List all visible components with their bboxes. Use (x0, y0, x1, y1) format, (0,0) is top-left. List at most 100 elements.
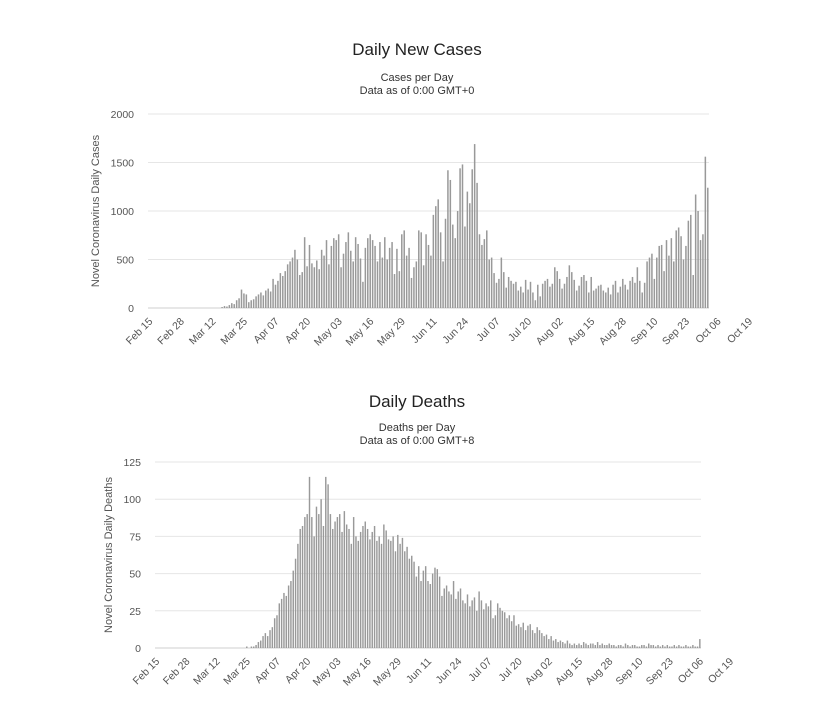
bar (408, 247, 410, 308)
bar (294, 558, 297, 648)
y-tick-label: 1000 (111, 206, 135, 218)
bar (381, 257, 384, 308)
y-axis-label: Novel Coronavirus Daily Cases (90, 134, 102, 287)
bar (352, 261, 354, 308)
bar (387, 539, 390, 648)
bar (320, 499, 322, 648)
bar (337, 234, 340, 308)
bar (498, 278, 500, 308)
bar (557, 642, 559, 648)
bar (550, 636, 552, 648)
bar (617, 292, 619, 308)
bar (359, 258, 362, 308)
bar (534, 300, 537, 308)
bar (352, 517, 355, 648)
bar (469, 606, 471, 648)
bar (471, 169, 473, 308)
bar (573, 643, 576, 648)
bar (658, 245, 660, 308)
bar (290, 581, 292, 648)
bar (645, 646, 648, 648)
bar (536, 627, 538, 648)
bar (588, 292, 590, 308)
bar (578, 285, 580, 308)
bar (335, 240, 337, 308)
y-tick-label: 0 (135, 643, 141, 655)
bar (341, 531, 343, 648)
bar (286, 264, 289, 308)
bar (393, 274, 396, 308)
bar (403, 230, 405, 308)
bar (379, 242, 381, 308)
bar (391, 242, 393, 308)
bar (422, 570, 425, 648)
bar (385, 530, 387, 648)
bar (527, 289, 529, 308)
daily-new-cases-chart: Daily New Cases Cases per Day Data as of… (0, 0, 834, 350)
bar (483, 239, 486, 308)
y-tick-label: 50 (129, 569, 141, 581)
bar (545, 634, 548, 648)
bar (371, 240, 374, 308)
bar (434, 567, 436, 648)
x-tick-label: Oct 06 (676, 656, 706, 686)
bar (601, 643, 603, 648)
bar (656, 257, 658, 308)
bar (673, 645, 676, 648)
bar (250, 300, 252, 308)
bar (585, 280, 588, 308)
bar (476, 610, 478, 648)
x-tick-label: May 03 (311, 656, 344, 689)
bar (650, 645, 652, 648)
bar (496, 603, 499, 648)
bar (398, 271, 401, 308)
bar (294, 249, 296, 308)
x-tick-label: Oct 06 (693, 316, 723, 346)
bar (318, 269, 320, 308)
bar (682, 646, 685, 648)
x-tick-label: May 29 (375, 316, 408, 349)
x-tick-label: Jul 07 (474, 316, 502, 344)
bar (685, 645, 687, 648)
bar (478, 591, 480, 648)
bar (596, 642, 599, 648)
y-tick-label: 125 (123, 457, 141, 469)
bar (486, 230, 488, 308)
bar (627, 645, 629, 648)
bar (384, 237, 386, 308)
cases-plot: 0 500 1000 1500 2000 Novel Coronavirus Daily … (90, 109, 755, 349)
bar (690, 214, 692, 308)
bar (231, 303, 233, 308)
bar (253, 646, 255, 648)
x-tick-label: Jul 20 (496, 656, 524, 684)
bar (541, 283, 544, 308)
bar (404, 551, 406, 648)
bar (580, 276, 583, 308)
bar (272, 278, 274, 308)
bar (527, 625, 529, 648)
bar (359, 531, 362, 648)
bar (664, 646, 666, 648)
bar (262, 295, 265, 308)
bar (329, 514, 332, 648)
bar (531, 630, 534, 648)
bar (638, 646, 641, 648)
bar (439, 232, 442, 308)
bar (401, 234, 403, 308)
bar (332, 528, 334, 648)
bar (654, 646, 657, 648)
bar (685, 245, 687, 308)
bar (537, 284, 539, 308)
bar (643, 645, 645, 648)
bar (369, 234, 371, 308)
bar (575, 645, 578, 648)
bar (415, 261, 418, 308)
bar (259, 640, 262, 648)
bar (464, 226, 466, 308)
bar (304, 517, 306, 648)
bar (506, 618, 508, 648)
bar (323, 255, 325, 308)
bar (566, 640, 569, 648)
bar (444, 218, 447, 308)
bar (469, 203, 471, 308)
